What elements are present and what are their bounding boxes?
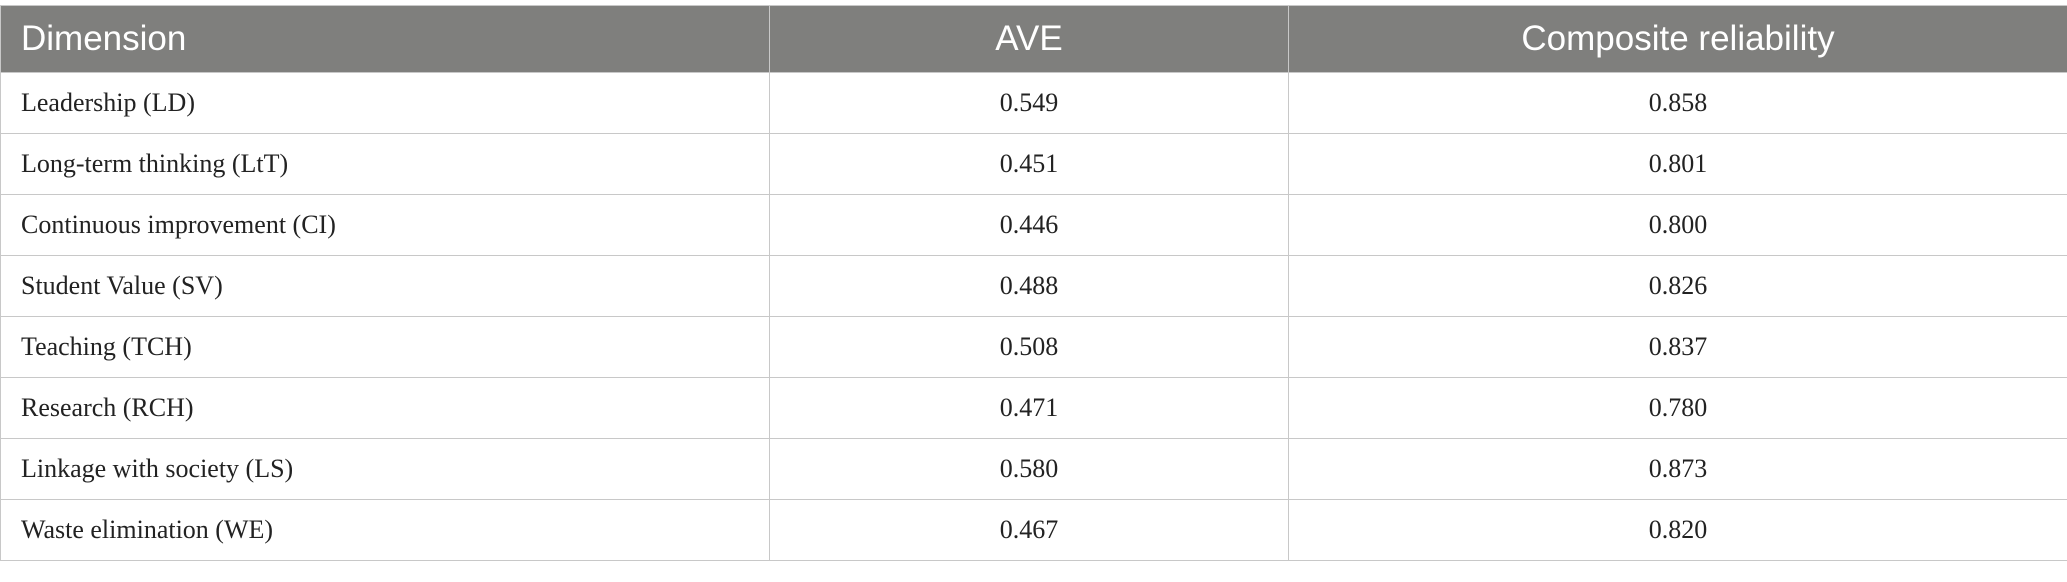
dimension-cell: Long-term thinking (LtT) bbox=[0, 133, 770, 195]
dimension-cell: Continuous improvement (CI) bbox=[0, 194, 770, 256]
value-cell: 0.820 bbox=[1288, 499, 2067, 561]
header-cell: AVE bbox=[769, 5, 1289, 73]
table-row: Continuous improvement (CI) 0.446 0.800 bbox=[0, 194, 2067, 256]
value-cell: 0.508 bbox=[769, 316, 1289, 378]
value-cell: 0.488 bbox=[769, 255, 1289, 317]
dimension-cell: Teaching (TCH) bbox=[0, 316, 770, 378]
value-cell: 0.451 bbox=[769, 133, 1289, 195]
value-cell: 0.873 bbox=[1288, 438, 2067, 500]
table-row: Teaching (TCH) 0.508 0.837 bbox=[0, 316, 2067, 378]
value-cell: 0.858 bbox=[1288, 72, 2067, 134]
table-row: Research (RCH) 0.471 0.780 bbox=[0, 377, 2067, 439]
dimension-cell: Linkage with society (LS) bbox=[0, 438, 770, 500]
table-row: Long-term thinking (LtT) 0.451 0.801 bbox=[0, 133, 2067, 195]
table-row: Waste elimination (WE) 0.467 0.820 bbox=[0, 499, 2067, 561]
dimension-cell: Research (RCH) bbox=[0, 377, 770, 439]
table-row: Linkage with society (LS) 0.580 0.873 bbox=[0, 438, 2067, 500]
dimension-cell: Student Value (SV) bbox=[0, 255, 770, 317]
header-cell: Dimension bbox=[0, 5, 770, 73]
value-cell: 0.549 bbox=[769, 72, 1289, 134]
value-cell: 0.446 bbox=[769, 194, 1289, 256]
value-cell: 0.467 bbox=[769, 499, 1289, 561]
table-header: Dimension AVE Composite reliability bbox=[0, 5, 2067, 73]
value-cell: 0.801 bbox=[1288, 133, 2067, 195]
table-row: Leadership (LD) 0.549 0.858 bbox=[0, 72, 2067, 134]
value-cell: 0.837 bbox=[1288, 316, 2067, 378]
header-cell: Composite reliability bbox=[1288, 5, 2067, 73]
table-body: Leadership (LD) 0.549 0.858 Long-term think… bbox=[0, 72, 2067, 561]
dimension-cell: Leadership (LD) bbox=[0, 72, 770, 134]
value-cell: 0.780 bbox=[1288, 377, 2067, 439]
data-table: Dimension AVE Composite reliability Leader… bbox=[0, 5, 2067, 561]
dimension-cell: Waste elimination (WE) bbox=[0, 499, 770, 561]
header-row: Dimension AVE Composite reliability bbox=[0, 5, 2067, 73]
value-cell: 0.580 bbox=[769, 438, 1289, 500]
value-cell: 0.800 bbox=[1288, 194, 2067, 256]
table-row: Student Value (SV) 0.488 0.826 bbox=[0, 255, 2067, 317]
value-cell: 0.826 bbox=[1288, 255, 2067, 317]
value-cell: 0.471 bbox=[769, 377, 1289, 439]
